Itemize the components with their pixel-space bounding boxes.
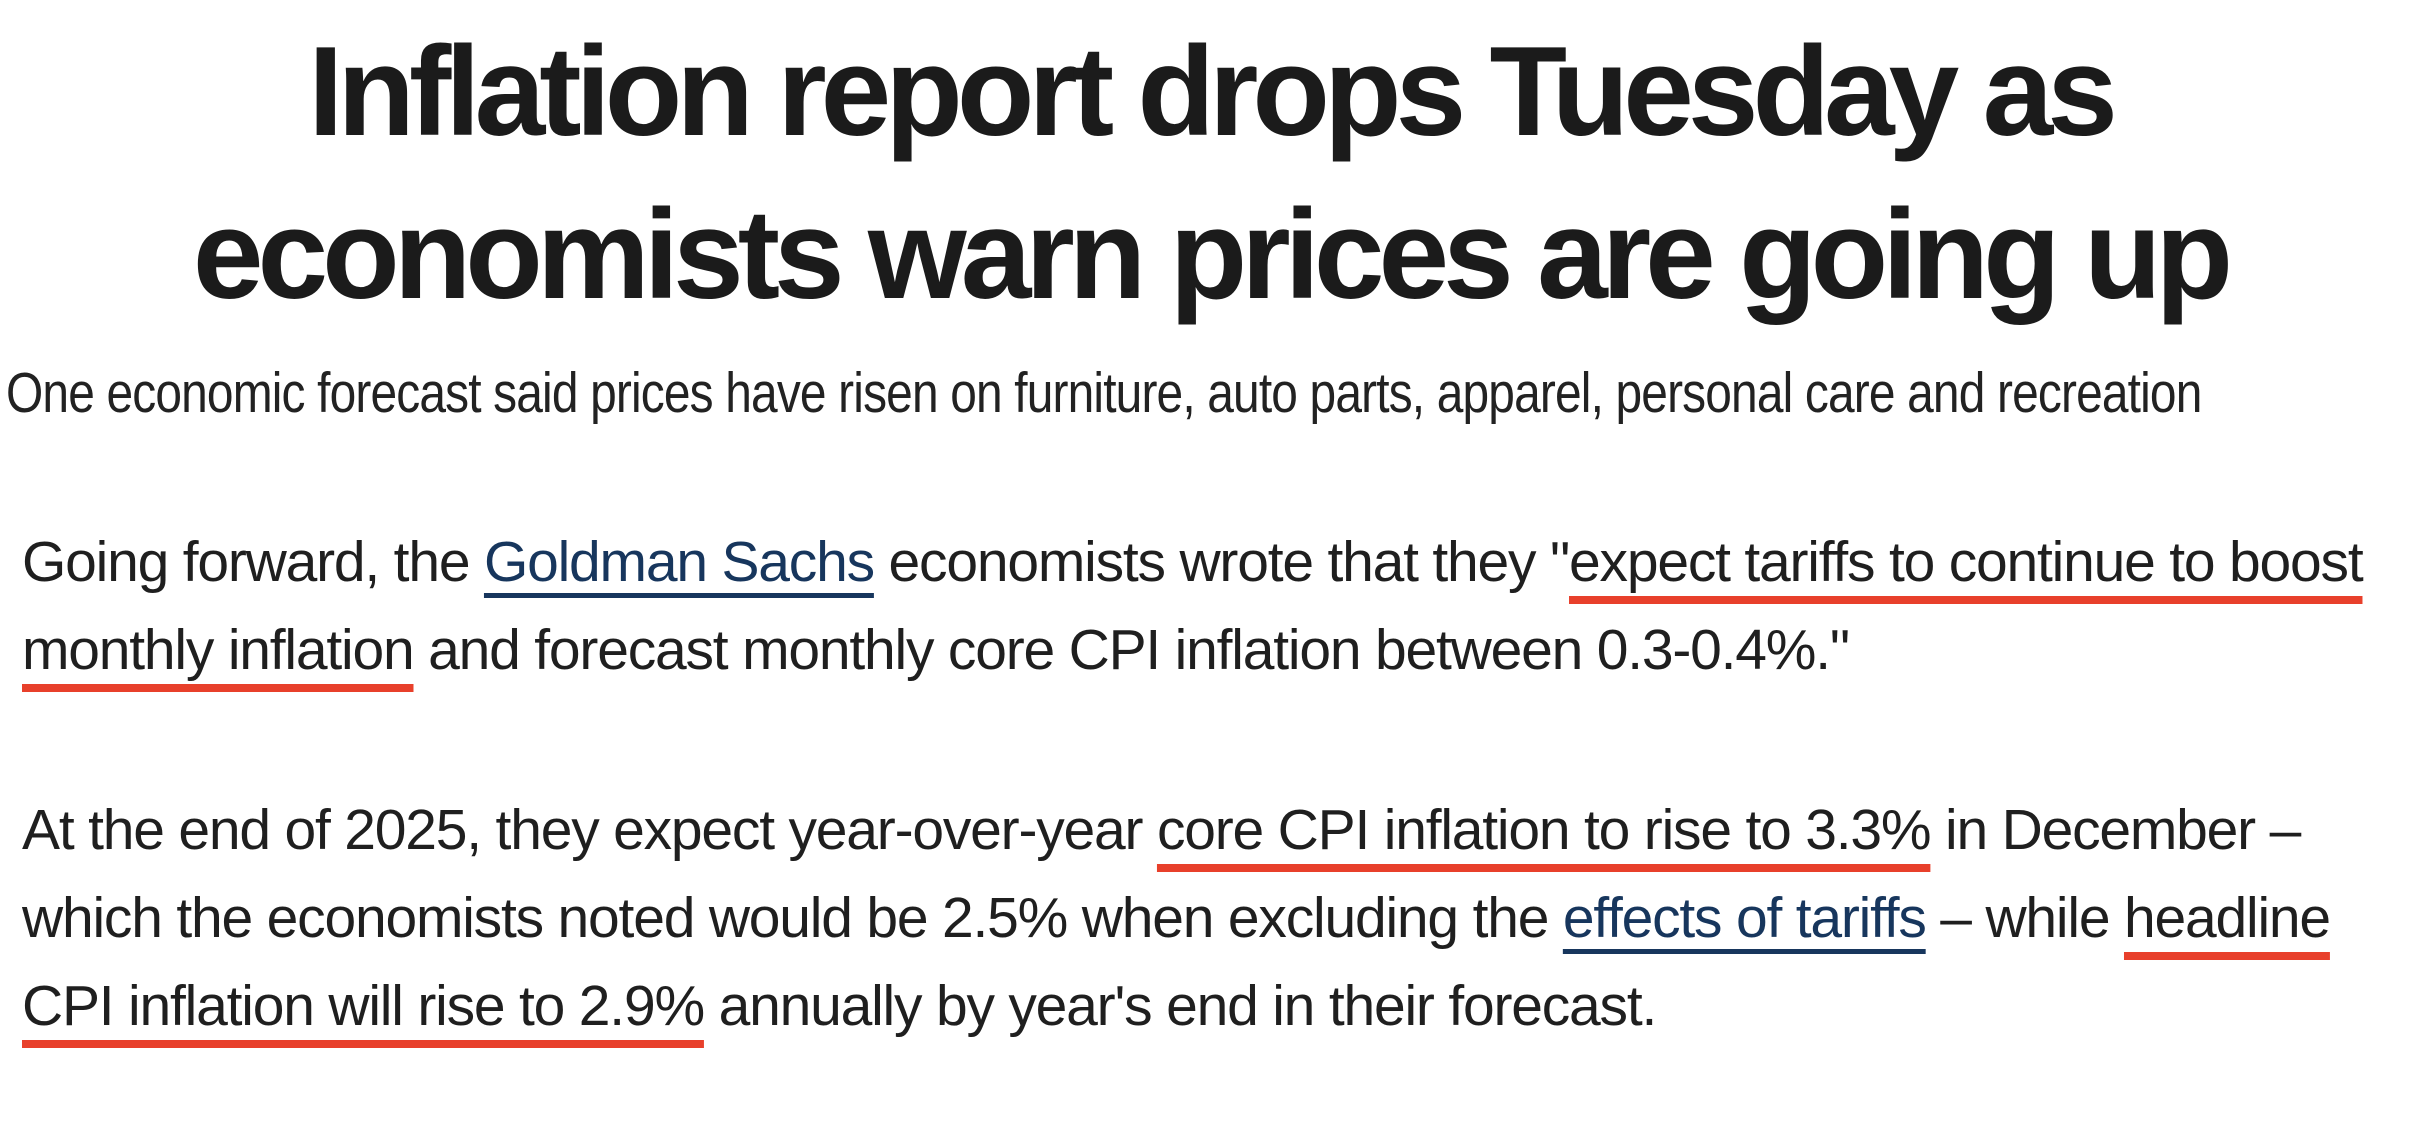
headline: Inflation report drops Tuesday as econom… (0, 10, 2420, 336)
subheadline: One economic forecast said prices have r… (6, 361, 2202, 425)
paragraph-text: in December – which the economists noted… (22, 798, 2301, 950)
paragraph-text: annually by year's end in their forecast… (703, 974, 1658, 1038)
paragraph-text: and forecast monthly core CPI inflation … (413, 618, 1850, 682)
article-paragraph: Going forward, the Goldman Sachs economi… (22, 518, 2398, 694)
headline-line-2: economists warn prices are going up (192, 183, 2233, 325)
paragraph-text: – while (1925, 886, 2124, 950)
headline-line-1: Inflation report drops Tuesday as (308, 20, 2118, 162)
inline-link[interactable]: effects of tariffs (1562, 886, 1927, 950)
paragraph-text: Going forward, the (22, 530, 484, 594)
article-paragraph: At the end of 2025, they expect year-ove… (22, 786, 2398, 1050)
article-body: Going forward, the Goldman Sachs economi… (0, 518, 2420, 1050)
inline-link[interactable]: Goldman Sachs (483, 530, 875, 594)
red-underlined-text: expect tariffs to continue to boost mont… (22, 530, 2364, 682)
red-underlined-text: core CPI inflation to rise to 3.3% (1156, 798, 1932, 862)
paragraph-text: economists wrote that they " (873, 530, 1571, 594)
red-underlined-text: headline CPI inflation will rise to 2.9% (22, 886, 2331, 1038)
news-article: Inflation report drops Tuesday as econom… (0, 10, 2420, 1134)
paragraph-text: At the end of 2025, they expect year-ove… (22, 798, 1157, 862)
